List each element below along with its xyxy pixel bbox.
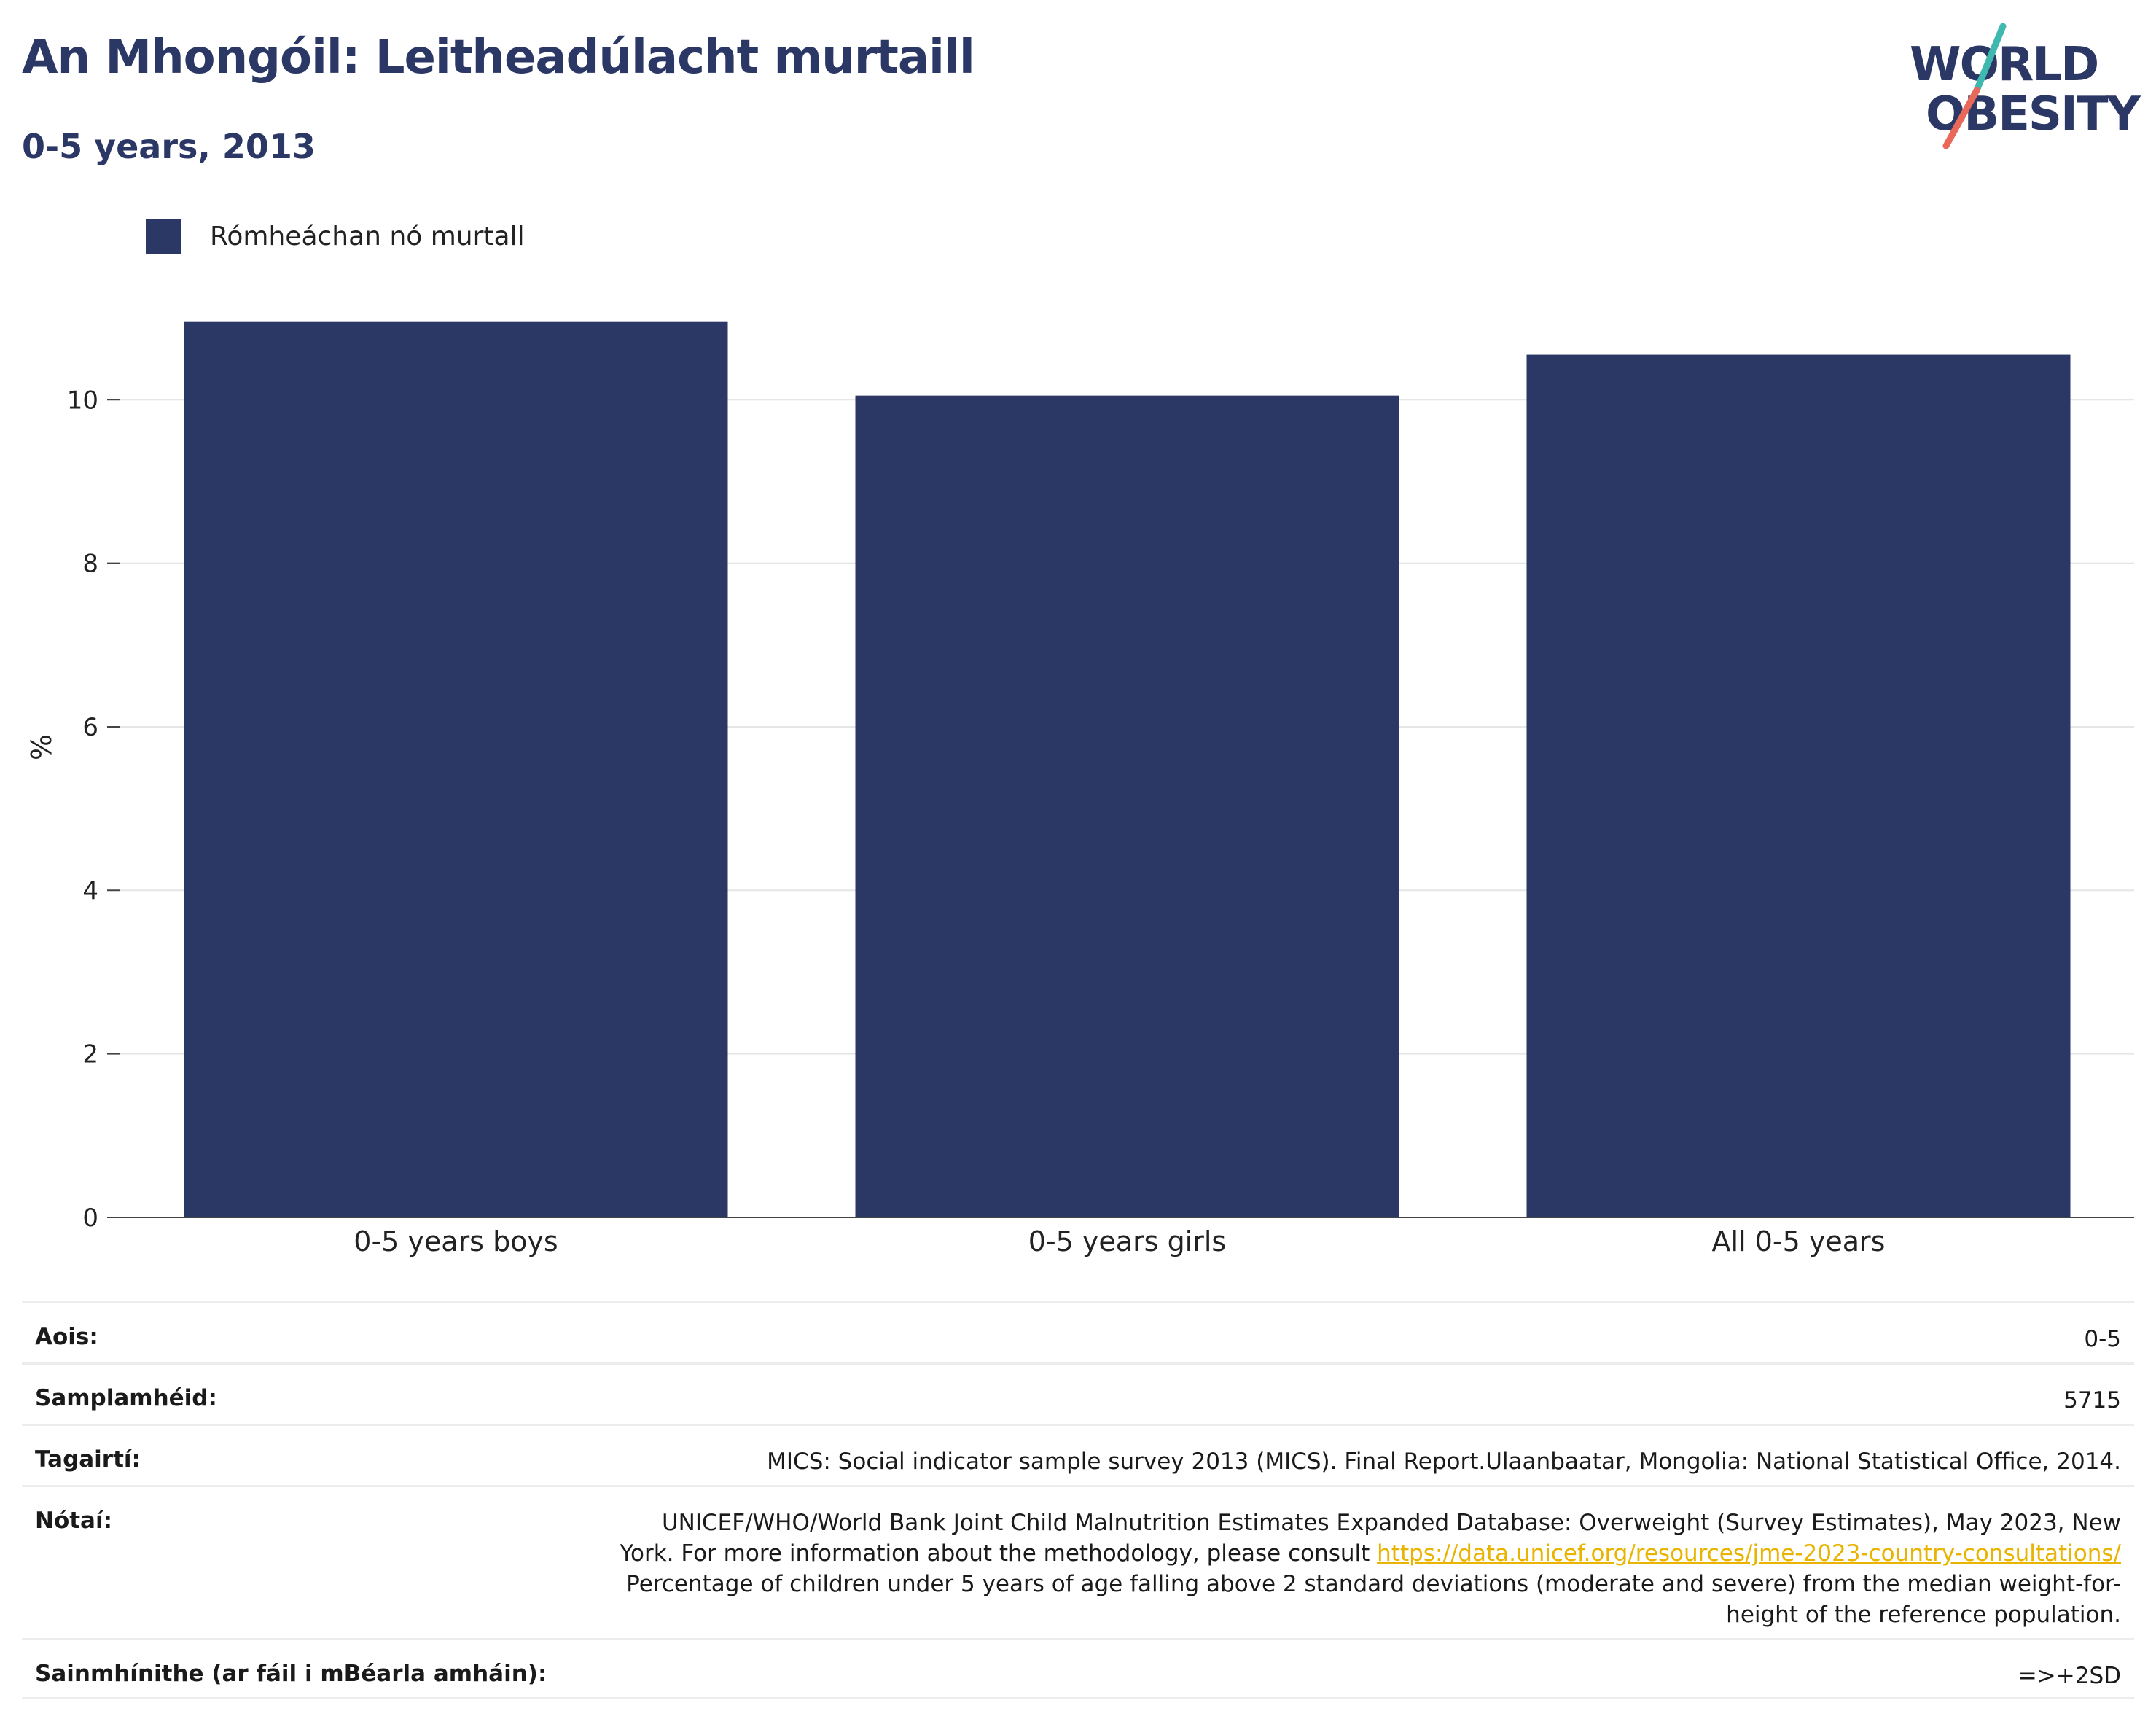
info-table: Aois: 0-5 Samplamhéid: 5715 Tagairtí: MI… — [22, 1301, 2134, 1699]
logo-slash-top — [1973, 23, 2007, 94]
bar-chart: 0 2 4 6 8 10% 0-5 years boys 0-5 years girls All… — [0, 277, 2156, 1268]
logo-line1: WORLD — [1910, 38, 2098, 92]
legend-swatch — [146, 219, 181, 254]
x-category-label: 0-5 years girls — [1028, 1225, 1226, 1258]
info-key: Nótaí: — [35, 1508, 113, 1534]
logo-line2: OBESITY — [1926, 87, 2141, 141]
notes-line-1: UNICEF/WHO/World Bank Joint Child Malnut… — [661, 1510, 2121, 1536]
info-key: Aois: — [35, 1324, 98, 1350]
info-key: Sainmhínithe (ar fáil i mBéarla amháin): — [35, 1661, 547, 1687]
info-key: Tagairtí: — [35, 1446, 141, 1473]
chart-subtitle: 0-5 years, 2013 — [22, 127, 316, 166]
y-tick-label: 4 — [82, 876, 98, 905]
y-axis-label: % — [26, 734, 58, 760]
legend[interactable]: Rómheáchan nó murtall — [146, 219, 525, 254]
x-category-label: 0-5 years boys — [354, 1225, 558, 1258]
chart-svg: 0 2 4 6 8 10% 0-5 years boys 0-5 years girls All… — [26, 321, 2134, 1258]
info-value: =>+2SD — [2018, 1663, 2121, 1689]
info-value: 5715 — [2063, 1387, 2121, 1414]
notes-line-4: height of the reference population. — [1726, 1602, 2121, 1628]
info-row-definitions: Sainmhínithe (ar fáil i mBéarla amháin):… — [22, 1638, 2134, 1699]
bar — [1526, 354, 2071, 1218]
info-key: Samplamhéid: — [35, 1385, 217, 1411]
x-category-label: All 0-5 years — [1712, 1225, 1886, 1258]
bar — [855, 395, 1399, 1218]
info-value: UNICEF/WHO/World Bank Joint Child Malnut… — [620, 1508, 2121, 1630]
notes-line-3: Percentage of children under 5 years of … — [626, 1571, 2121, 1597]
info-value: 0-5 — [2084, 1326, 2121, 1352]
logo-slash-bottom — [1942, 87, 1980, 149]
methodology-link[interactable]: https://data.unicef.org/resources/jme-20… — [1377, 1540, 2121, 1567]
y-tick-label: 2 — [82, 1040, 98, 1069]
chart-title: An Mhongóil: Leitheadúlacht murtaill — [22, 31, 975, 85]
y-tick-label: 8 — [82, 550, 98, 579]
y-tick-label: 6 — [82, 713, 98, 742]
y-tick-label: 0 — [82, 1204, 98, 1233]
y-tick-label: 10 — [67, 386, 98, 415]
info-row-age: Aois: 0-5 — [22, 1301, 2134, 1362]
world-obesity-logo[interactable]: WORLD OBESITY — [1895, 20, 2143, 159]
info-row-sample-size: Samplamhéid: 5715 — [22, 1362, 2134, 1424]
info-value: MICS: Social indicator sample survey 201… — [767, 1449, 2121, 1475]
info-row-references: Tagairtí: MICS: Social indicator sample … — [22, 1424, 2134, 1485]
info-row-notes: Nótaí: UNICEF/WHO/World Bank Joint Child… — [22, 1485, 2134, 1638]
bar — [184, 321, 728, 1217]
legend-label: Rómheáchan nó murtall — [210, 221, 525, 252]
notes-line-2: York. For more information about the met… — [620, 1540, 1378, 1567]
